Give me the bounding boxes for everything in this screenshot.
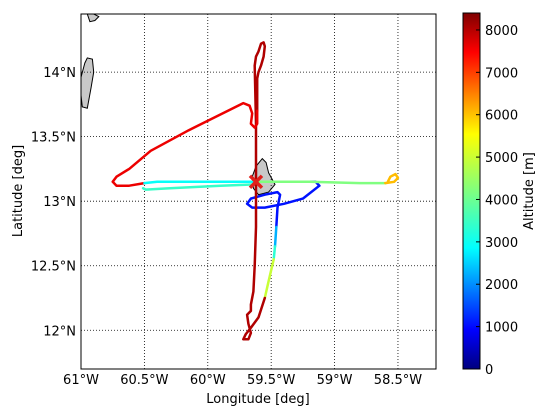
x-tick-label: 61°W xyxy=(63,373,99,388)
colorbar-tick-label: 8000 xyxy=(485,24,518,39)
x-axis-ticks: 61°W 60.5°W 60°W 59.5°W 59°W 58.5°W xyxy=(63,373,422,388)
x-tick-label: 58.5°W xyxy=(374,373,422,388)
flight-track-segment xyxy=(273,225,278,248)
flight-track-segment xyxy=(111,101,259,187)
flight-track-layer xyxy=(111,41,400,341)
x-tick-label: 59.5°W xyxy=(247,373,295,388)
colorbar-tick-label: 4000 xyxy=(485,193,518,208)
y-tick-label: 13°N xyxy=(43,195,76,210)
land-st-vincent xyxy=(81,57,95,109)
marker-layer xyxy=(248,174,264,190)
x-marker-stroke xyxy=(248,174,264,190)
colorbar-tick-label: 5000 xyxy=(485,151,518,166)
y-tick-label: 12.5°N xyxy=(31,260,76,275)
colorbar-label: Altitude [m] xyxy=(522,152,536,230)
y-tick-label: 12°N xyxy=(43,324,76,339)
flight-track-segment xyxy=(143,180,258,185)
flight-track-segment xyxy=(263,258,275,300)
x-tick-label: 60.5°W xyxy=(120,373,168,388)
y-tick-label: 14°N xyxy=(43,66,76,81)
flight-track-segment xyxy=(242,180,267,341)
flight-track-segment xyxy=(384,172,400,185)
colorbar-tick-label: 2000 xyxy=(485,278,518,293)
colorbar-tick-label: 1000 xyxy=(485,321,518,336)
land-island-top xyxy=(86,14,100,23)
y-axis-label: Latitude [deg] xyxy=(11,145,26,237)
x-marker xyxy=(248,174,264,190)
x-tick-label: 60°W xyxy=(190,373,226,388)
colorbar: 0 1000 2000 3000 4000 5000 6000 7000 8000 Altitu… xyxy=(462,12,536,378)
colorbar-tick-label: 6000 xyxy=(485,109,518,124)
plot-frame xyxy=(80,13,437,370)
x-tick-label: 59°W xyxy=(317,373,353,388)
colorbar-gradient xyxy=(462,12,481,370)
colorbar-tick-label: 7000 xyxy=(485,66,518,81)
flight-track-segment xyxy=(254,180,387,185)
colorbar-tick-label: 0 xyxy=(485,363,493,378)
x-axis-label: Longitude [deg] xyxy=(206,392,309,406)
y-tick-label: 13.5°N xyxy=(31,131,76,146)
flight-track-segment xyxy=(253,41,267,184)
colorbar-ticks: 0 1000 2000 3000 4000 5000 6000 7000 8000 xyxy=(476,24,518,378)
plot-area xyxy=(80,13,437,370)
flight-track-segment xyxy=(272,245,277,261)
colorbar-tick-label: 3000 xyxy=(485,236,518,251)
y-axis-ticks: 12°N 12.5°N 13°N 13.5°N 14°N xyxy=(31,66,76,339)
flight-track-segment xyxy=(141,183,258,191)
